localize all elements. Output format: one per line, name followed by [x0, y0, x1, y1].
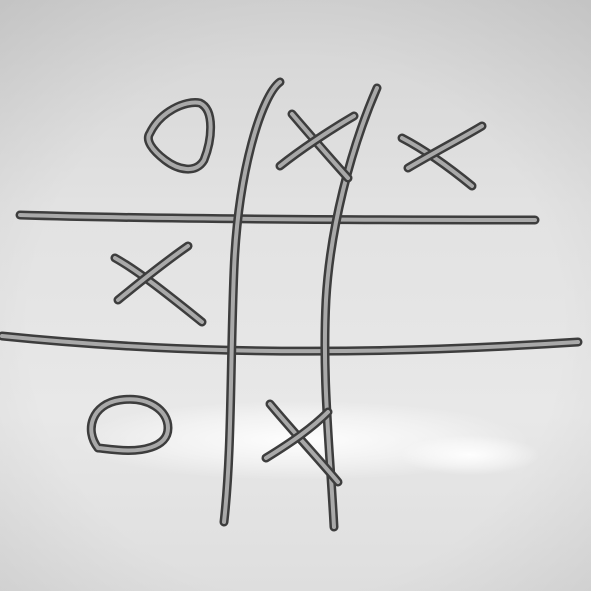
grid-line-left: [219, 77, 285, 527]
x-mark-top-middle: [275, 109, 359, 183]
o-mark-top-left: [143, 98, 216, 174]
x-mark-middle-left: [110, 241, 207, 327]
board-marks: [86, 98, 487, 487]
o-mark-bottom-left: [86, 394, 173, 455]
tic-tac-toe-grid: [0, 77, 583, 532]
x-mark-bottom-middle: [261, 399, 343, 487]
x-mark-top-right: [397, 121, 487, 191]
grid-line-right: [320, 83, 382, 532]
grid-line-top: [15, 210, 540, 225]
